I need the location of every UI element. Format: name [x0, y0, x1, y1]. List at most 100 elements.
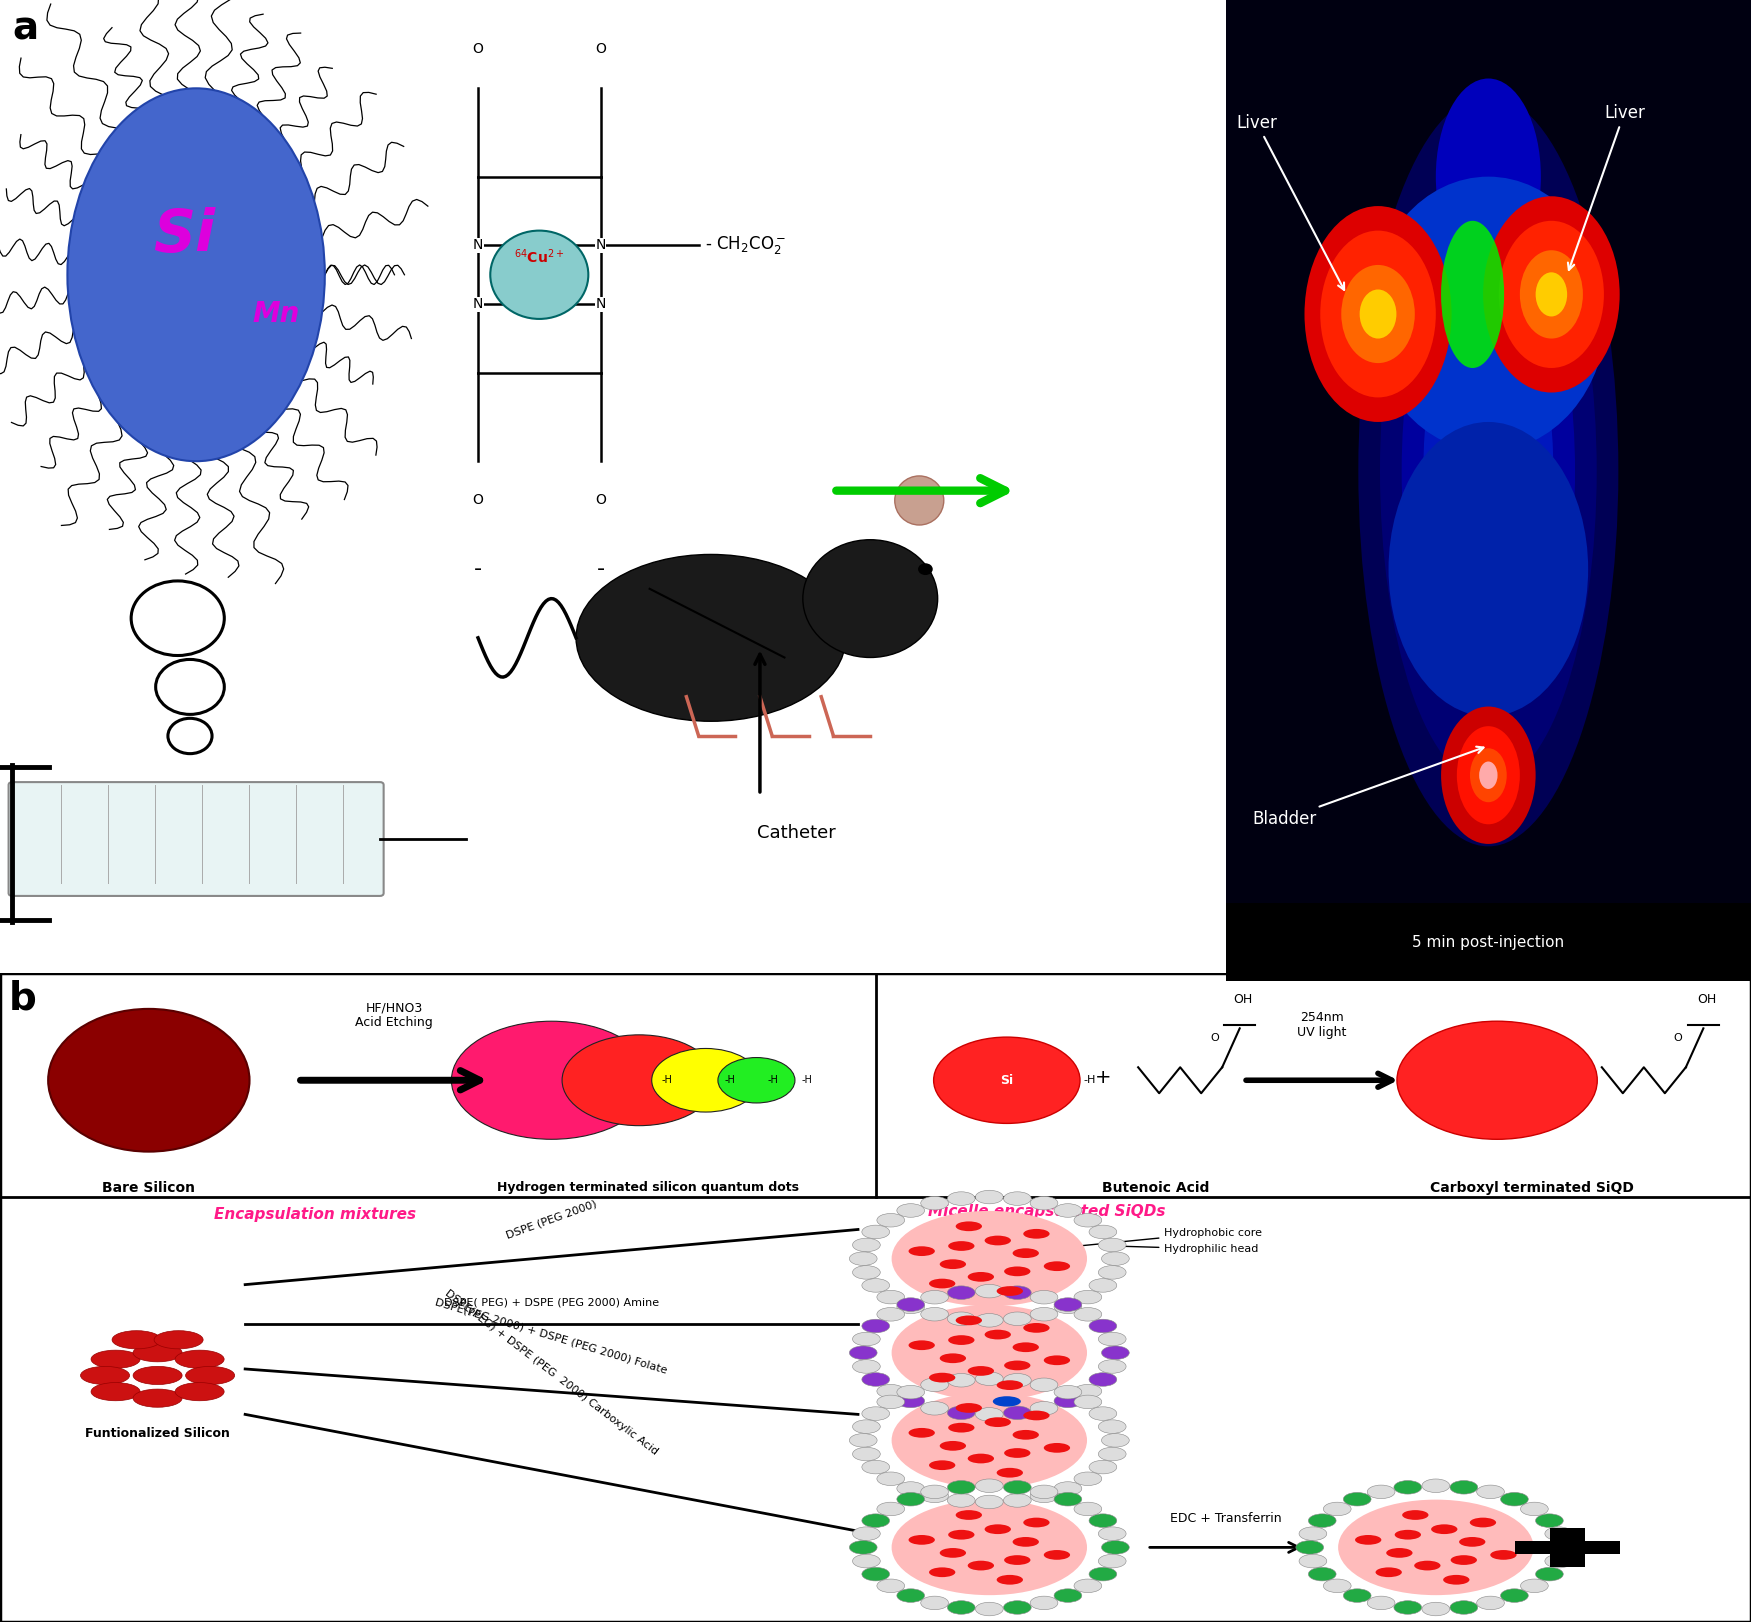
Ellipse shape [1030, 1307, 1058, 1320]
Ellipse shape [947, 1406, 975, 1419]
Circle shape [1044, 1356, 1070, 1366]
Ellipse shape [1030, 1489, 1058, 1502]
Ellipse shape [1450, 1481, 1478, 1494]
Circle shape [968, 1366, 995, 1375]
Text: O: O [1210, 1033, 1219, 1043]
Text: O: O [473, 493, 483, 508]
Ellipse shape [853, 1554, 881, 1568]
Text: Hydrophobic core: Hydrophobic core [1019, 1228, 1262, 1254]
Ellipse shape [1422, 1479, 1450, 1492]
Ellipse shape [1054, 1483, 1082, 1495]
Ellipse shape [947, 1286, 975, 1299]
Ellipse shape [897, 1204, 925, 1216]
Ellipse shape [1520, 1502, 1548, 1515]
Ellipse shape [975, 1408, 1003, 1421]
Circle shape [1431, 1525, 1457, 1534]
Ellipse shape [1483, 196, 1620, 393]
Text: -H: -H [1084, 1075, 1096, 1085]
Ellipse shape [1098, 1447, 1126, 1461]
Text: Bladder: Bladder [1252, 746, 1483, 829]
Text: DSPE (PEG 2000): DSPE (PEG 2000) [504, 1199, 599, 1241]
Ellipse shape [1424, 284, 1553, 659]
Ellipse shape [877, 1291, 905, 1304]
Ellipse shape [1098, 1419, 1126, 1434]
Text: Carboxyl terminated SiQD: Carboxyl terminated SiQD [1431, 1181, 1634, 1195]
Ellipse shape [1101, 1252, 1129, 1265]
Ellipse shape [891, 1500, 1087, 1594]
Ellipse shape [1536, 1513, 1564, 1528]
Ellipse shape [1359, 96, 1618, 847]
Ellipse shape [975, 1495, 1003, 1508]
Ellipse shape [921, 1489, 949, 1502]
Circle shape [1003, 1361, 1030, 1371]
Circle shape [91, 1350, 140, 1369]
Ellipse shape [1073, 1307, 1101, 1320]
Ellipse shape [897, 1492, 925, 1505]
Ellipse shape [1073, 1395, 1101, 1408]
Text: O: O [595, 42, 606, 57]
Circle shape [186, 1366, 235, 1385]
Ellipse shape [1003, 1406, 1031, 1419]
Ellipse shape [921, 1291, 949, 1304]
Circle shape [984, 1330, 1010, 1340]
Ellipse shape [1501, 1492, 1529, 1505]
Ellipse shape [1499, 221, 1604, 368]
Text: 254nm
UV light: 254nm UV light [1297, 1011, 1347, 1040]
Ellipse shape [1054, 1395, 1082, 1408]
Circle shape [1012, 1538, 1038, 1547]
Circle shape [949, 1530, 975, 1539]
Ellipse shape [853, 1265, 881, 1280]
Text: -: - [597, 560, 604, 579]
Ellipse shape [1394, 1601, 1422, 1614]
Ellipse shape [1003, 1481, 1031, 1494]
Ellipse shape [1441, 707, 1536, 843]
Text: -H: -H [802, 1075, 812, 1085]
Ellipse shape [849, 1541, 877, 1554]
Ellipse shape [921, 1596, 949, 1609]
Ellipse shape [1441, 221, 1504, 368]
Ellipse shape [1098, 1554, 1126, 1568]
Text: Mn: Mn [252, 300, 299, 328]
Ellipse shape [921, 1197, 949, 1210]
Ellipse shape [1101, 1346, 1129, 1359]
Circle shape [918, 563, 933, 576]
Circle shape [1490, 1551, 1516, 1560]
Circle shape [1459, 1538, 1485, 1547]
Text: Methoxy terminated: Methoxy terminated [926, 1337, 1052, 1350]
Ellipse shape [1098, 1526, 1126, 1541]
Ellipse shape [877, 1395, 905, 1408]
Ellipse shape [891, 1393, 1087, 1487]
Ellipse shape [947, 1601, 975, 1614]
Ellipse shape [1089, 1319, 1117, 1333]
FancyBboxPatch shape [9, 782, 383, 895]
Ellipse shape [1073, 1502, 1101, 1515]
Text: 5 min post-injection: 5 min post-injection [1413, 934, 1564, 949]
Ellipse shape [562, 1035, 716, 1126]
Ellipse shape [921, 1307, 949, 1320]
Circle shape [1044, 1444, 1070, 1453]
Ellipse shape [1101, 1541, 1129, 1554]
Ellipse shape [1054, 1298, 1082, 1311]
Ellipse shape [1003, 1286, 1031, 1299]
Ellipse shape [1089, 1406, 1117, 1421]
Ellipse shape [1436, 78, 1541, 274]
Circle shape [996, 1468, 1023, 1478]
Ellipse shape [975, 1191, 1003, 1204]
Ellipse shape [1098, 1332, 1126, 1346]
Ellipse shape [1469, 748, 1508, 803]
Text: b: b [9, 980, 37, 1017]
Text: DSPE(PEG 2000) + DSPE (PEG 2000) Folate: DSPE(PEG 2000) + DSPE (PEG 2000) Folate [434, 1298, 669, 1375]
Ellipse shape [897, 1483, 925, 1495]
Ellipse shape [1308, 1567, 1336, 1581]
Ellipse shape [897, 1395, 925, 1408]
Ellipse shape [1536, 272, 1567, 316]
Text: +: + [1094, 1067, 1112, 1087]
Ellipse shape [877, 1502, 905, 1515]
Circle shape [930, 1278, 956, 1288]
Ellipse shape [576, 555, 846, 722]
Ellipse shape [947, 1494, 975, 1507]
Text: DSPE(PEG) + DSPE (PEG  2000) Carboxylic Acid: DSPE(PEG) + DSPE (PEG 2000) Carboxylic A… [443, 1288, 660, 1457]
Circle shape [1443, 1575, 1469, 1585]
Ellipse shape [849, 1252, 877, 1265]
Bar [1515, 1541, 1620, 1554]
